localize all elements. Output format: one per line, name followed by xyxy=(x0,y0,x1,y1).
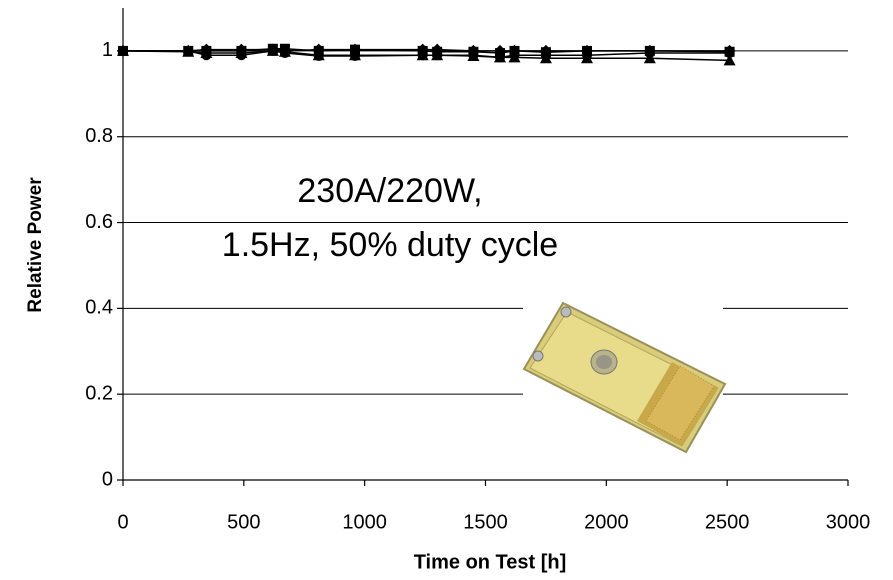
marker xyxy=(200,43,213,56)
x-tick-label: 2000 xyxy=(584,511,629,533)
chip-image xyxy=(522,290,727,455)
y-tick-label: 0.2 xyxy=(85,382,113,404)
x-tick-label: 500 xyxy=(227,511,260,533)
x-tick-label: 2500 xyxy=(705,511,750,533)
y-tick-label: 0.8 xyxy=(85,125,113,147)
marker xyxy=(278,44,291,57)
marker xyxy=(431,43,444,56)
marker xyxy=(266,43,279,56)
x-tick-label: 1000 xyxy=(342,511,387,533)
marker xyxy=(350,51,360,62)
x-tick-label: 0 xyxy=(117,511,128,533)
marker xyxy=(349,43,361,56)
marker xyxy=(416,43,429,56)
y-tick-label: 0.6 xyxy=(85,211,113,233)
marker xyxy=(494,44,506,57)
marker xyxy=(539,44,552,57)
x-tick-label: 3000 xyxy=(826,511,871,533)
marker xyxy=(312,43,325,56)
marker xyxy=(643,44,656,57)
marker xyxy=(467,44,480,57)
y-tick-label: 0 xyxy=(102,468,113,490)
marker xyxy=(723,44,736,57)
marker xyxy=(495,52,505,63)
marker xyxy=(182,44,195,57)
annotation: 230A/220W, xyxy=(297,172,482,210)
x-tick-label: 1500 xyxy=(463,511,508,533)
y-tick-label: 1 xyxy=(102,39,113,61)
annotation: 1.5Hz, 50% duty cycle xyxy=(222,226,558,264)
marker xyxy=(508,44,521,57)
marker xyxy=(723,54,736,66)
marker xyxy=(581,44,593,57)
grid xyxy=(123,50,848,395)
marker xyxy=(313,51,324,62)
plot-area xyxy=(117,43,736,66)
x-axis-title: Time on Test [h] xyxy=(414,551,567,573)
y-axis-title: Relative Power xyxy=(25,177,46,313)
marker xyxy=(235,43,248,56)
y-tick-label: 0.4 xyxy=(85,297,113,319)
